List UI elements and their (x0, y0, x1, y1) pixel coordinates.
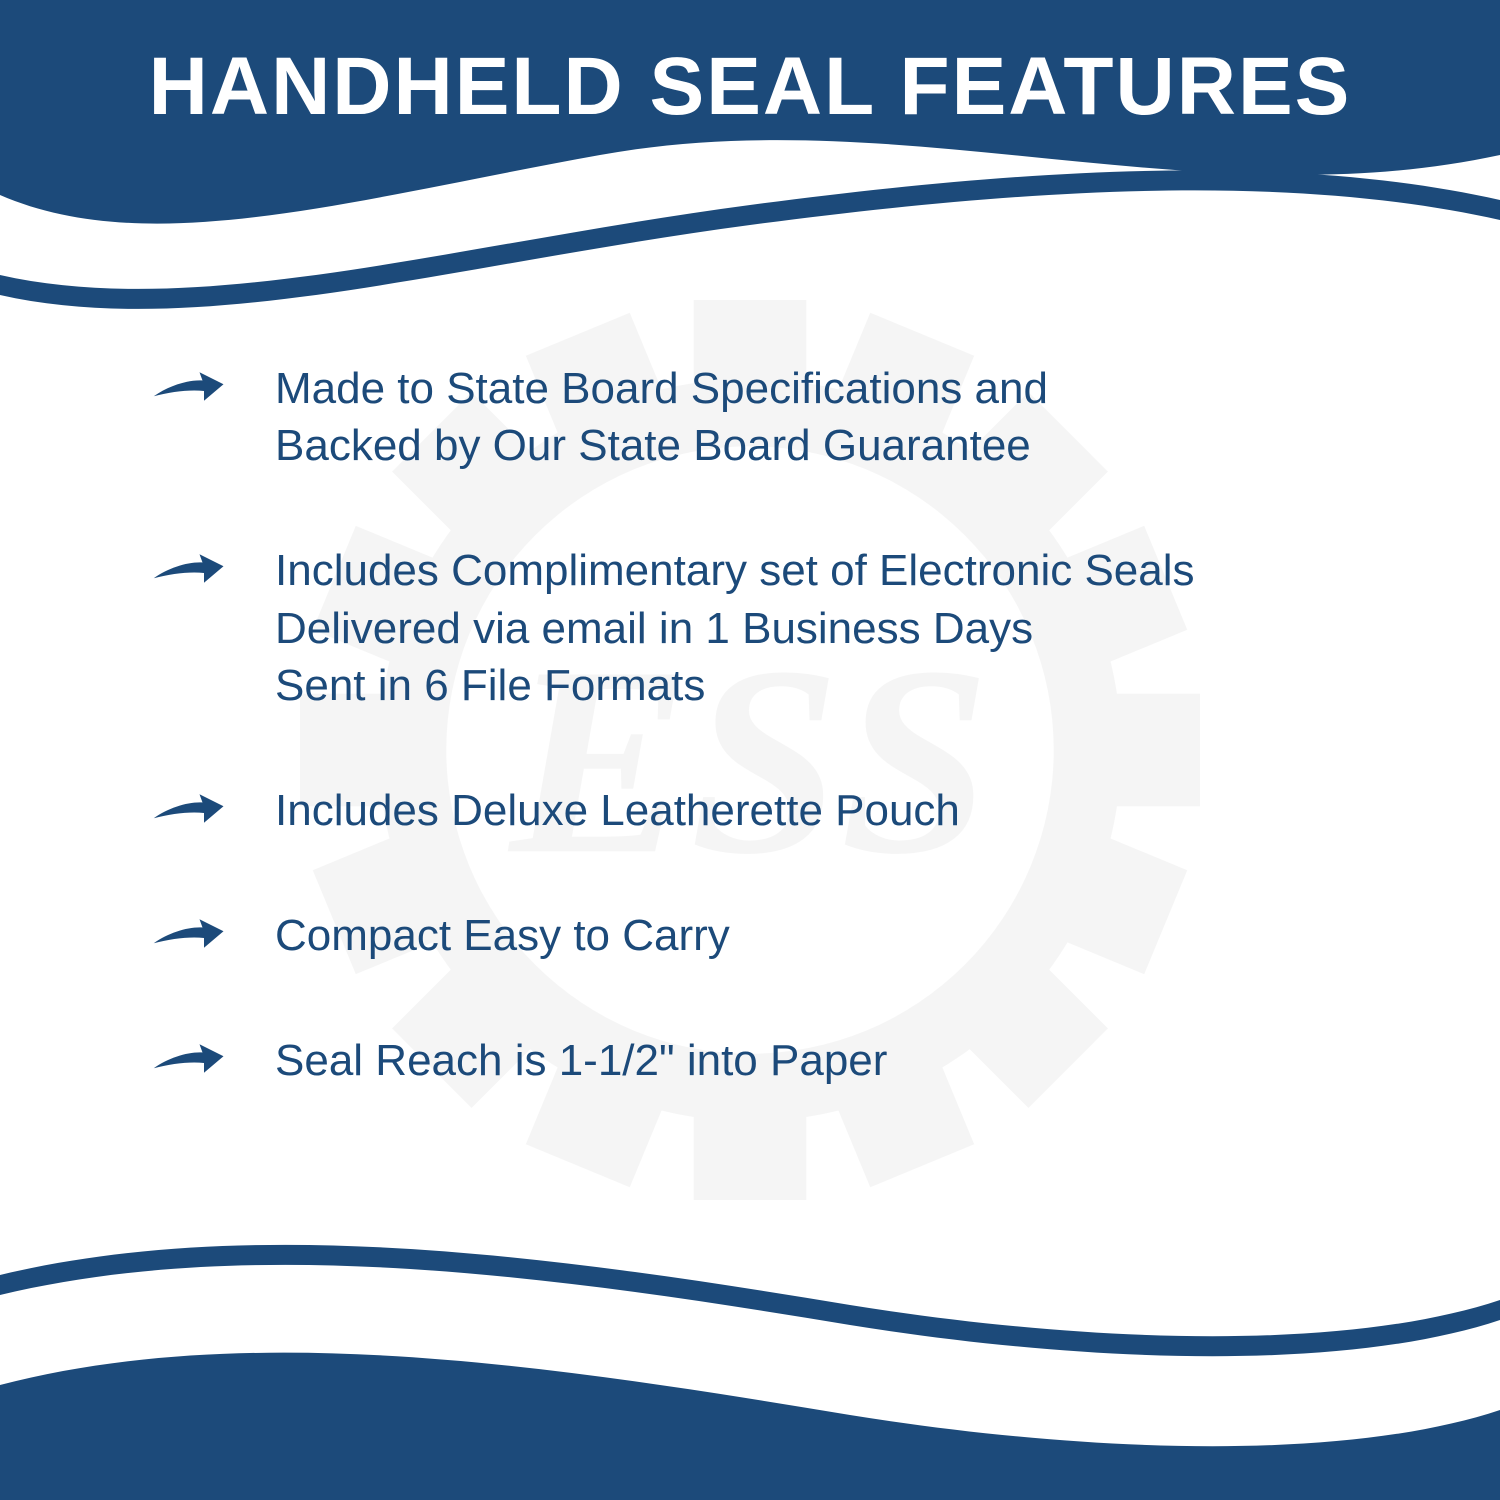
feature-item: Includes Complimentary set of Electronic… (150, 542, 1400, 714)
feature-line: Seal Reach is 1-1/2" into Paper (275, 1032, 887, 1089)
features-list: Made to State Board Specifications andBa… (150, 360, 1400, 1158)
feature-item: Made to State Board Specifications andBa… (150, 360, 1400, 474)
feature-text: Compact Easy to Carry (275, 907, 730, 964)
footer-wave-shape (0, 1220, 1500, 1500)
arrow-right-icon (150, 786, 225, 831)
footer-band (0, 1220, 1500, 1500)
arrow-right-icon (150, 546, 225, 591)
feature-line: Includes Complimentary set of Electronic… (275, 542, 1195, 599)
arrow-right-icon (150, 364, 225, 409)
feature-line: Includes Deluxe Leatherette Pouch (275, 782, 960, 839)
feature-line: Delivered via email in 1 Business Days (275, 600, 1195, 657)
feature-line: Compact Easy to Carry (275, 907, 730, 964)
infographic-container: ESS HANDHELD SEAL FEATURES Made to State… (0, 0, 1500, 1500)
feature-text: Includes Complimentary set of Electronic… (275, 542, 1195, 714)
feature-line: Made to State Board Specifications and (275, 360, 1048, 417)
feature-item: Seal Reach is 1-1/2" into Paper (150, 1032, 1400, 1089)
feature-text: Seal Reach is 1-1/2" into Paper (275, 1032, 887, 1089)
page-title: HANDHELD SEAL FEATURES (0, 40, 1500, 134)
arrow-right-icon (150, 911, 225, 956)
feature-text: Made to State Board Specifications andBa… (275, 360, 1048, 474)
feature-line: Backed by Our State Board Guarantee (275, 417, 1048, 474)
feature-item: Compact Easy to Carry (150, 907, 1400, 964)
feature-item: Includes Deluxe Leatherette Pouch (150, 782, 1400, 839)
feature-text: Includes Deluxe Leatherette Pouch (275, 782, 960, 839)
arrow-right-icon (150, 1036, 225, 1081)
feature-line: Sent in 6 File Formats (275, 657, 1195, 714)
